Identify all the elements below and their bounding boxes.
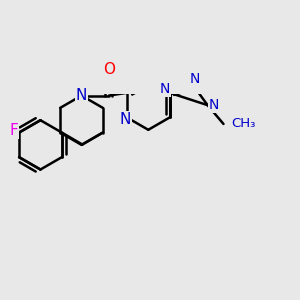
Text: N: N	[119, 112, 131, 127]
Text: N: N	[208, 98, 219, 112]
Text: CH₃: CH₃	[231, 118, 255, 130]
Text: N: N	[76, 88, 87, 103]
Text: N: N	[160, 82, 170, 96]
Text: O: O	[103, 62, 115, 77]
Text: F: F	[10, 123, 18, 138]
Text: N: N	[190, 72, 200, 86]
